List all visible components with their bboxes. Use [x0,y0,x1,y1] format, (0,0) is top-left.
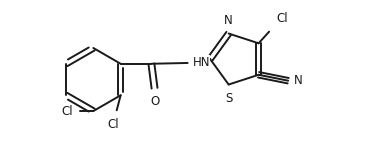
Text: Cl: Cl [107,118,118,131]
Text: Cl: Cl [61,104,73,118]
Text: N: N [224,14,233,27]
Text: O: O [150,95,159,108]
Text: Cl: Cl [277,12,289,25]
Text: HN: HN [192,56,210,69]
Text: N: N [294,74,302,87]
Text: S: S [225,92,232,105]
